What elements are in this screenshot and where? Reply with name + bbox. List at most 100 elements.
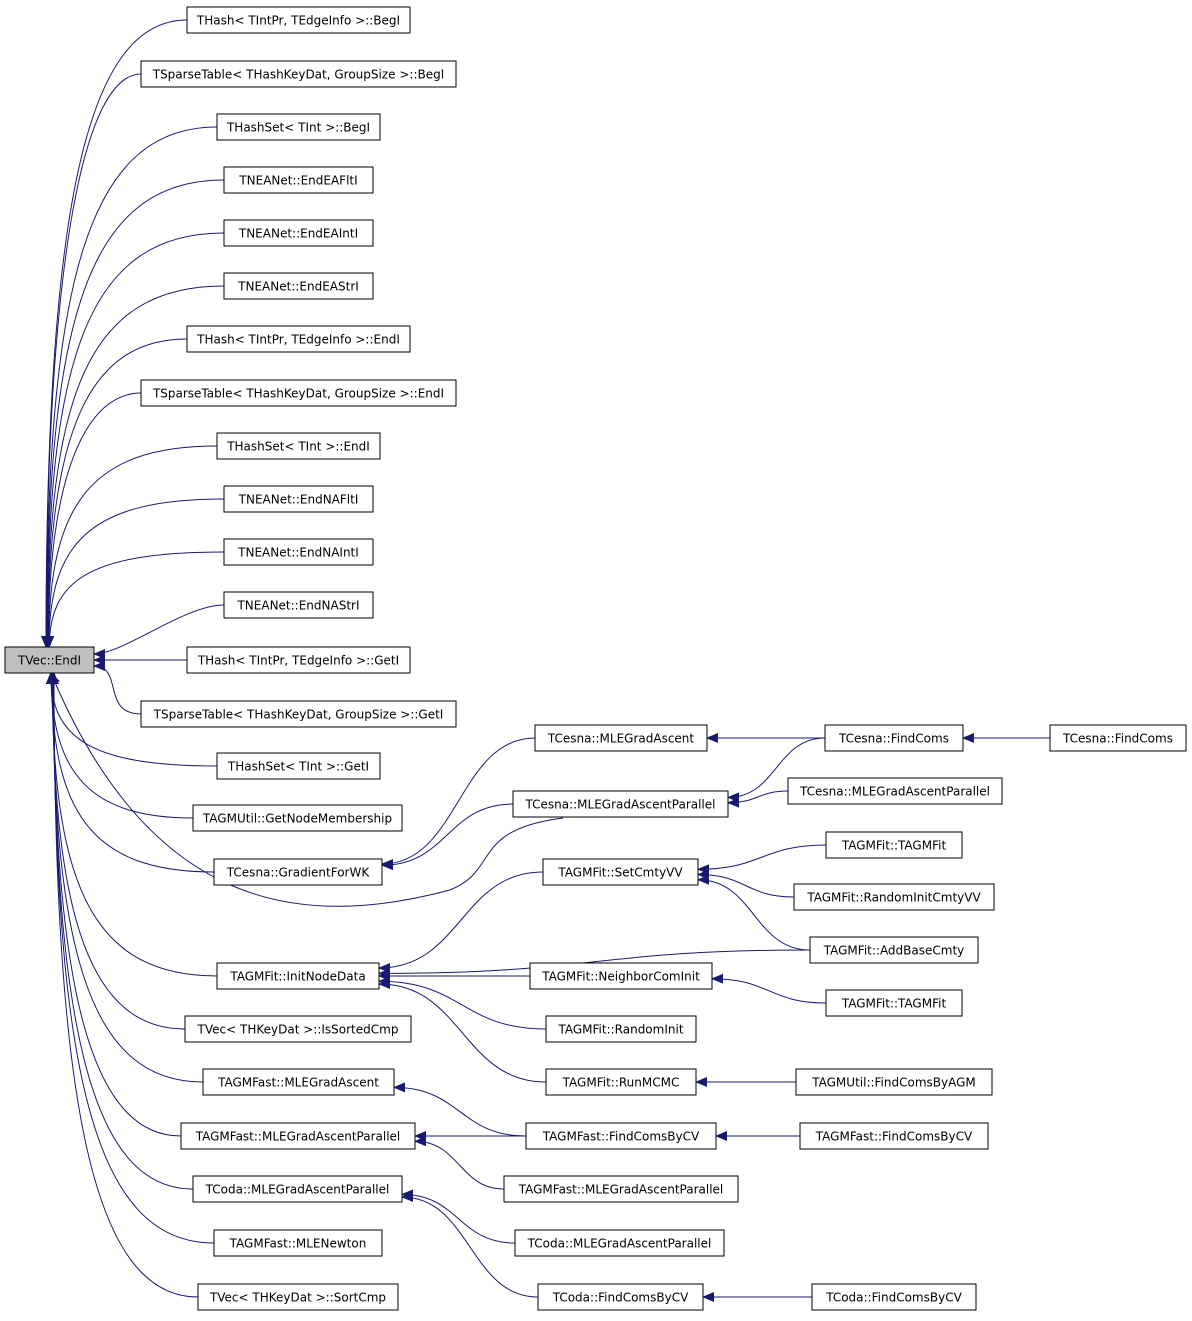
node-label: TNEANet::EndEAStrI [237,280,359,294]
node-box [537,1283,704,1311]
node-label: TCoda::FindComsByCV [825,1291,962,1305]
call-edge [41,179,264,648]
call-edge [393,1082,527,1137]
call-edge [93,661,142,715]
node-box [223,166,374,194]
node-label: TSparseTable< THashKeyDat, GroupSize >::… [152,387,444,401]
call-edge [697,874,811,951]
node-box [223,272,374,300]
node-label: TCoda::FindComsByCV [552,1291,689,1305]
call-edge [378,976,547,1030]
node-box [216,752,381,780]
call-edge [49,672,238,1298]
node-box [795,1068,993,1096]
node-box [825,989,963,1017]
node-label: TSparseTable< THashKeyDat, GroupSize >::… [152,68,445,82]
node-label: TAGMFit::TAGMFit [841,997,947,1011]
node-box [213,858,383,886]
node-box [503,1175,739,1203]
node-box [4,646,95,674]
node-label: TAGMUtil::GetNodeMembership [202,812,392,826]
node-label: TCesna::FindComs [838,732,949,746]
node-label: TAGMUtil::FindComsByAGM [811,1076,976,1090]
node-label: TAGMFit::TAGMFit [841,839,947,853]
node-label: TNEANet::EndNAIntI [237,546,359,560]
node-label: THash< TIntPr, TEdgeInfo >::GetI [197,654,399,668]
node-label: THashSet< TInt >::BegI [226,121,370,135]
call-edge [43,445,257,648]
call-edge [44,551,264,648]
node-label: TNEANet::EndEAIntI [238,227,358,241]
node-box [186,325,411,353]
node-label: TCoda::MLEGradAscentParallel [205,1183,390,1197]
node-box [223,219,374,247]
call-edge [48,672,221,1137]
node-label: TAGMFast::FindComsByCV [542,1130,700,1144]
node-label: TAGMFast::FindComsByCV [815,1130,973,1144]
call-edge [378,871,544,973]
node-box [542,858,699,886]
node-box [180,1122,416,1150]
node-box [140,60,457,88]
node-label: TCesna::MLEGradAscentParallel [799,785,990,799]
node-box [223,485,374,513]
node-label: TAGMFast::MLEGradAscentParallel [195,1130,401,1144]
node-box [545,1015,697,1043]
call-edge [46,672,233,819]
node-box [213,1229,383,1257]
call-edge [42,232,264,648]
node-label: TVec< THKeyDat >::IsSortedCmp [197,1023,399,1037]
node-box [811,1283,977,1311]
node-box [186,646,411,674]
node-label: TSparseTable< THashKeyDat, GroupSize >::… [153,708,444,722]
node-box [512,790,729,818]
node-box [192,1175,403,1203]
node-box [825,831,963,859]
call-edge [43,498,264,648]
call-edge [727,790,789,808]
node-box [787,777,1003,805]
node-label: TVec::EndI [17,654,81,668]
node-label: TAGMFit::SetCmtyVV [557,866,683,880]
node-box [192,804,403,832]
node-box [824,724,964,752]
call-edge [727,737,826,803]
node-label: TAGMFit::NeighborComInit [541,970,700,984]
node-box [799,1122,989,1150]
call-edge [43,392,201,648]
node-box [184,1015,412,1043]
node-box [197,1283,399,1311]
node-label: THash< TIntPr, TEdgeInfo >::BegI [196,14,400,28]
call-edge [711,973,827,1004]
node-box [514,1229,725,1257]
node-box [216,113,381,141]
call-edge [381,803,514,871]
node-label: TNEANet::EndEAFltI [238,174,357,188]
node-label: THashSet< TInt >::GetI [227,760,369,774]
node-box [809,936,979,964]
call-edge [41,126,257,648]
call-edge [378,949,811,979]
node-box [140,700,457,728]
call-edge [93,604,225,659]
node-box [793,883,995,911]
call-edge [401,1189,516,1244]
call-edge [42,285,264,648]
node-box [223,538,374,566]
node-label: TCesna::MLEGradAscentParallel [525,798,716,812]
node-label: TAGMFit::RandomInit [557,1023,683,1037]
node-label: TNEANet::EndNAStrI [236,599,359,613]
node-box [545,1068,697,1096]
call-edge [381,737,536,869]
call-edge [41,73,201,648]
node-label: THash< TIntPr, TEdgeInfo >::EndI [196,333,400,347]
node-box [525,1122,717,1150]
node-box [216,432,381,460]
call-edge [414,1136,505,1190]
node-label: TCesna::MLEGradAscent [547,732,695,746]
node-box [216,962,380,990]
call-edge [42,338,227,648]
node-label: TAGMFit::AddBaseCmty [823,944,965,958]
call-edge [50,672,564,907]
node-box [140,379,457,407]
